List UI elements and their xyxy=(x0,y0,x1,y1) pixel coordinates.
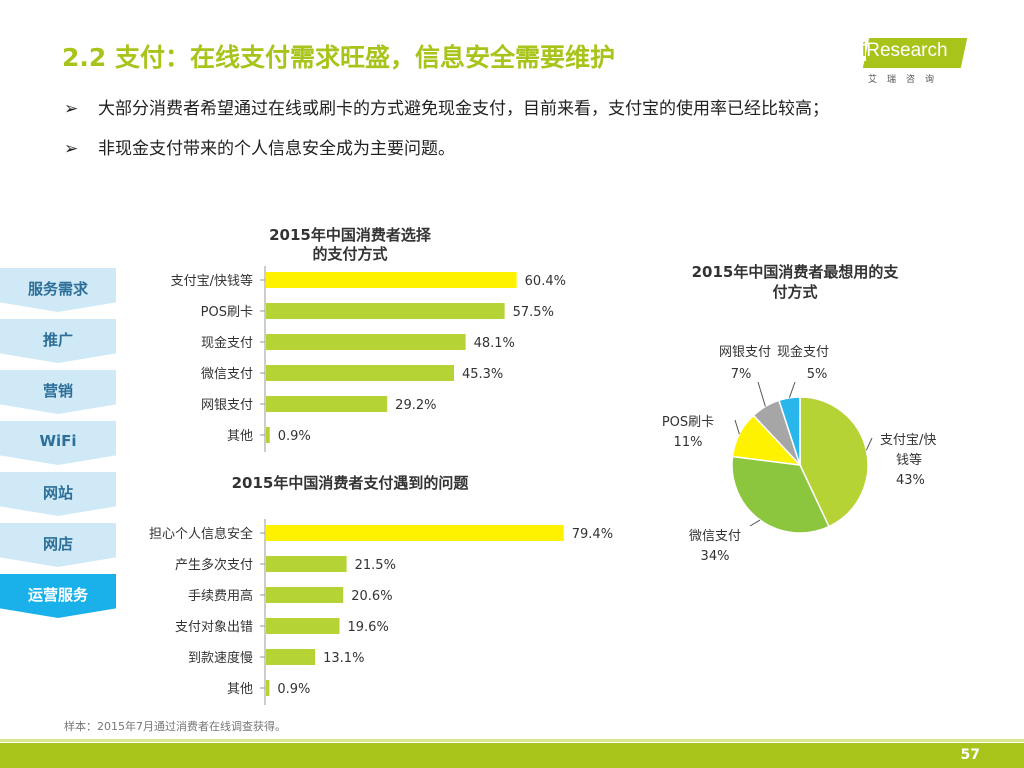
page-number: 57 xyxy=(960,747,980,763)
slice-name-label: 网银支付 xyxy=(719,345,771,360)
leader-line xyxy=(757,381,766,407)
bar xyxy=(266,618,340,634)
value-label: 13.1% xyxy=(323,651,364,666)
slice-name-label: POS刷卡 xyxy=(662,415,714,430)
slice-value-label: 43% xyxy=(896,473,925,488)
logo-text: iResearch xyxy=(862,40,948,61)
category-label: 手续费用高 xyxy=(188,588,253,604)
value-label: 21.5% xyxy=(355,558,396,573)
nav-item[interactable]: 营销 xyxy=(0,370,116,414)
category-label: 到款速度慢 xyxy=(188,650,253,666)
value-label: 57.5% xyxy=(513,305,554,320)
leader-line xyxy=(865,437,873,451)
value-label: 60.4% xyxy=(525,274,566,289)
bullet-2: ➢ 非现金支付带来的个人信息安全成为主要问题。 xyxy=(64,134,455,159)
slice-name-label: 现金支付 xyxy=(777,344,829,360)
payment-method-bar-chart: 支付宝/快钱等 60.4% POS刷卡 57.5% 现金支付 48.1% 微信支付 45.3%… xyxy=(171,266,566,452)
category-label: POS刷卡 xyxy=(201,305,253,320)
value-label: 0.9% xyxy=(278,429,311,444)
category-label: 其他 xyxy=(227,682,253,697)
bar xyxy=(266,303,505,319)
category-label: 现金支付 xyxy=(201,335,253,351)
arrow-bullet-icon: ➢ xyxy=(64,139,79,159)
nav-item[interactable]: 运营服务 xyxy=(0,574,116,618)
leader-line xyxy=(734,419,740,435)
nav-item[interactable]: 网店 xyxy=(0,523,116,567)
nav-item[interactable]: 服务需求 xyxy=(0,268,116,312)
slice-value-label: 7% xyxy=(731,367,752,382)
footer-stripe xyxy=(0,739,1024,742)
page-title: 2.2 支付：在线支付需求旺盛，信息安全需要维护 xyxy=(62,43,615,72)
bullet-1: ➢ 大部分消费者希望通过在线或刷卡的方式避免现金支付，目前来看，支付宝的使用率已经… xyxy=(64,94,829,119)
arrow-bullet-icon: ➢ xyxy=(64,99,79,119)
category-label: 支付对象出错 xyxy=(175,620,253,635)
footer-bar: 57 xyxy=(0,743,1024,768)
category-label: 支付宝/快钱等 xyxy=(171,273,253,289)
value-label: 45.3% xyxy=(462,367,503,382)
side-nav: 服务需求推广营销 WiFi 网站网店运营服务 xyxy=(0,268,122,625)
bullet-text: 非现金支付带来的个人信息安全成为主要问题。 xyxy=(98,139,455,159)
slice-name-label: 微信支付 xyxy=(689,529,741,544)
value-label: 19.6% xyxy=(348,620,389,635)
bar xyxy=(266,365,454,381)
chart1-title: 2015年中国消费者选择 的支付方式 xyxy=(269,226,431,263)
category-label: 其他 xyxy=(227,429,253,444)
pie-slice xyxy=(799,396,869,528)
footer-note: 样本：2015年7月通过消费者在线调查获得。 xyxy=(64,720,286,733)
bar xyxy=(266,587,344,603)
leader-line xyxy=(749,519,761,527)
value-label: 0.9% xyxy=(277,682,310,697)
bar xyxy=(266,525,564,541)
category-label: 担心个人信息安全 xyxy=(149,526,253,542)
nav-item[interactable]: 推广 xyxy=(0,319,116,363)
preferred-payment-pie-chart: 支付宝/快钱等 43% 微信支付 34% POS刷卡 11% 网银支付 7% 现金支付 5% xyxy=(662,344,937,564)
slice-name-label: 钱等 xyxy=(896,452,922,468)
slice-name-label: 支付宝/快 xyxy=(880,433,936,448)
bar xyxy=(266,649,316,665)
bar xyxy=(266,427,270,443)
pie-slice xyxy=(731,455,830,534)
chart3-title: 2015年中国消费者最想用的支 付方式 xyxy=(691,263,899,301)
chart2-title: 2015年中国消费者支付遇到的问题 xyxy=(231,474,469,492)
category-label: 产生多次支付 xyxy=(175,557,253,573)
nav-item[interactable]: WiFi xyxy=(0,421,116,465)
logo-subtitle: 艾瑞咨询 xyxy=(868,75,945,85)
slice-value-label: 34% xyxy=(701,549,730,564)
slice-value-label: 11% xyxy=(674,435,703,450)
value-label: 48.1% xyxy=(474,336,515,351)
bar xyxy=(266,680,270,696)
slice-value-label: 5% xyxy=(807,367,828,382)
bar xyxy=(266,272,517,288)
category-label: 网银支付 xyxy=(201,398,253,413)
bar xyxy=(266,396,388,412)
bullet-text: 大部分消费者希望通过在线或刷卡的方式避免现金支付，目前来看，支付宝的使用率已经比… xyxy=(98,99,829,119)
pie-slice xyxy=(778,396,801,466)
bar xyxy=(266,334,466,350)
category-label: 微信支付 xyxy=(201,367,253,382)
iresearch-logo: iResearch 艾瑞咨询 xyxy=(858,38,968,86)
value-label: 20.6% xyxy=(351,589,392,604)
value-label: 79.4% xyxy=(572,527,613,542)
nav-item[interactable]: 网站 xyxy=(0,472,116,516)
value-label: 29.2% xyxy=(395,398,436,413)
bar xyxy=(266,556,347,572)
leader-line xyxy=(788,381,796,399)
payment-problem-bar-chart: 担心个人信息安全 79.4% 产生多次支付 21.5% 手续费用高 20.6% 支付对象出错… xyxy=(149,519,613,705)
